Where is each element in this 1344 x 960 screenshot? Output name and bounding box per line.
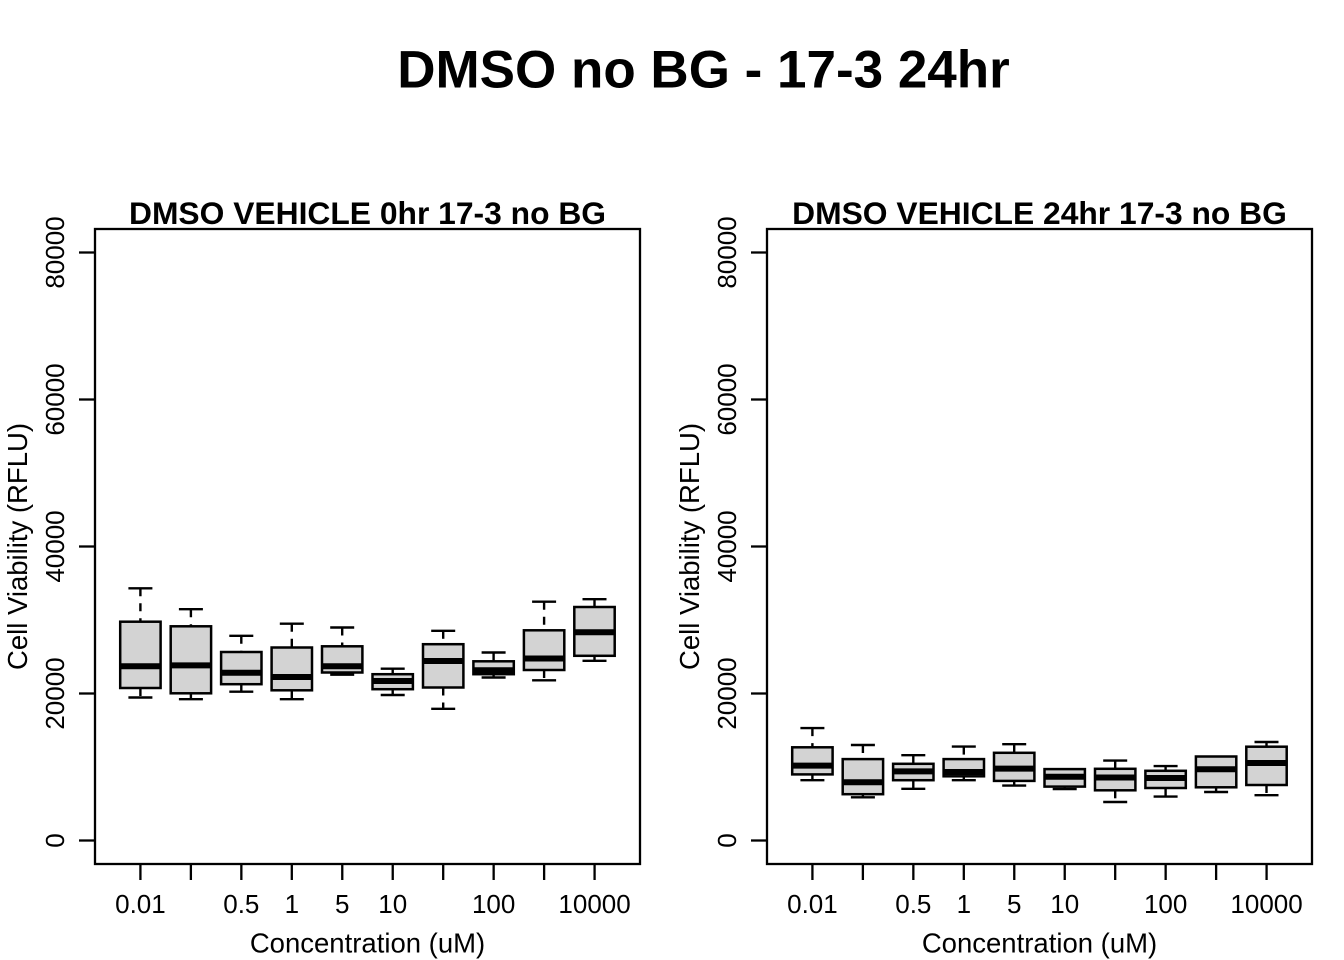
svg-text:80000: 80000 (40, 216, 70, 288)
svg-text:100: 100 (1144, 889, 1187, 919)
svg-text:1: 1 (285, 889, 299, 919)
svg-text:5: 5 (335, 889, 349, 919)
svg-text:1: 1 (957, 889, 971, 919)
svg-text:60000: 60000 (712, 363, 742, 435)
svg-text:100: 100 (472, 889, 515, 919)
svg-text:DMSO VEHICLE 0hr 17-3 no BG: DMSO VEHICLE 0hr 17-3 no BG (129, 195, 606, 231)
svg-text:10: 10 (1050, 889, 1079, 919)
svg-text:20000: 20000 (712, 657, 742, 729)
svg-text:0: 0 (40, 833, 70, 847)
svg-text:60000: 60000 (40, 363, 70, 435)
svg-text:5: 5 (1007, 889, 1021, 919)
svg-text:80000: 80000 (712, 216, 742, 288)
svg-text:0.5: 0.5 (895, 889, 931, 919)
svg-text:Cell Viability (RFLU): Cell Viability (RFLU) (2, 423, 33, 670)
svg-text:10: 10 (378, 889, 407, 919)
svg-text:10000: 10000 (1230, 889, 1302, 919)
svg-text:10000: 10000 (558, 889, 630, 919)
svg-text:0: 0 (712, 833, 742, 847)
svg-text:40000: 40000 (712, 510, 742, 582)
svg-text:DMSO VEHICLE 24hr 17-3 no BG: DMSO VEHICLE 24hr 17-3 no BG (792, 195, 1287, 231)
svg-text:40000: 40000 (40, 510, 70, 582)
svg-text:0.01: 0.01 (787, 889, 838, 919)
svg-text:DMSO no BG - 17-3 24hr: DMSO no BG - 17-3 24hr (397, 41, 1010, 100)
svg-text:Concentration (uM): Concentration (uM) (250, 928, 485, 959)
svg-text:20000: 20000 (40, 657, 70, 729)
svg-text:Concentration (uM): Concentration (uM) (922, 928, 1157, 959)
svg-text:0.5: 0.5 (223, 889, 259, 919)
svg-text:0.01: 0.01 (115, 889, 166, 919)
svg-text:Cell Viability (RFLU): Cell Viability (RFLU) (674, 423, 705, 670)
